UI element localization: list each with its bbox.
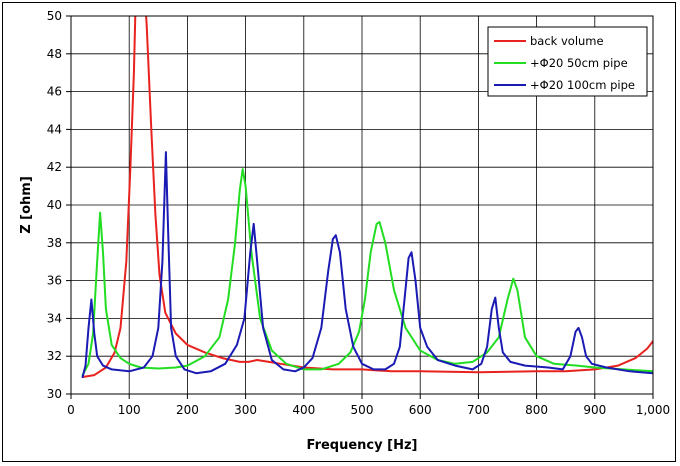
- x-tick-label: 800: [525, 403, 548, 417]
- series-group: [81, 16, 653, 378]
- y-tick-label: 40: [47, 198, 62, 212]
- y-tick-label: 50: [47, 9, 62, 23]
- y-tick-label: 44: [47, 122, 62, 136]
- y-tick-label: 34: [47, 311, 62, 325]
- x-tick-label: 400: [292, 403, 315, 417]
- legend-label-50cm-pipe: +Φ20 50cm pipe: [530, 56, 628, 70]
- y-axis-title: Z [ohm]: [19, 176, 34, 234]
- series-line-100cm-pipe: [81, 151, 653, 378]
- x-tick-label: 300: [234, 403, 257, 417]
- y-tick-label: 30: [47, 387, 62, 401]
- y-tick-label: 42: [47, 160, 62, 174]
- x-tick-label: 500: [351, 403, 374, 417]
- x-axis-ticks: 0 100 200 300 400 500 600 700 800 900 1,000: [67, 394, 670, 417]
- x-tick-label: 100: [118, 403, 141, 417]
- legend-label-100cm-pipe: +Φ20 100cm pipe: [530, 78, 635, 92]
- x-tick-label: 1,000: [636, 403, 670, 417]
- series-line-back-volume: [81, 16, 653, 378]
- series-line-50cm-pipe: [81, 168, 653, 377]
- y-tick-label: 38: [47, 236, 62, 250]
- x-tick-label: 700: [467, 403, 490, 417]
- y-axis-ticks: 30 32 34 36 38 40 42 44 46 48 50: [47, 9, 71, 401]
- y-tick-label: 46: [47, 85, 62, 99]
- y-tick-label: 32: [47, 349, 62, 363]
- y-tick-label: 36: [47, 274, 62, 288]
- x-tick-label: 200: [176, 403, 199, 417]
- legend: back volume +Φ20 50cm pipe +Φ20 100cm pi…: [487, 26, 648, 97]
- x-tick-label: 600: [409, 403, 432, 417]
- x-tick-label: 0: [67, 403, 75, 417]
- legend-label-back-volume: back volume: [530, 34, 604, 48]
- x-tick-label: 900: [583, 403, 606, 417]
- x-axis-title: Frequency [Hz]: [307, 438, 418, 453]
- y-tick-label: 48: [47, 47, 62, 61]
